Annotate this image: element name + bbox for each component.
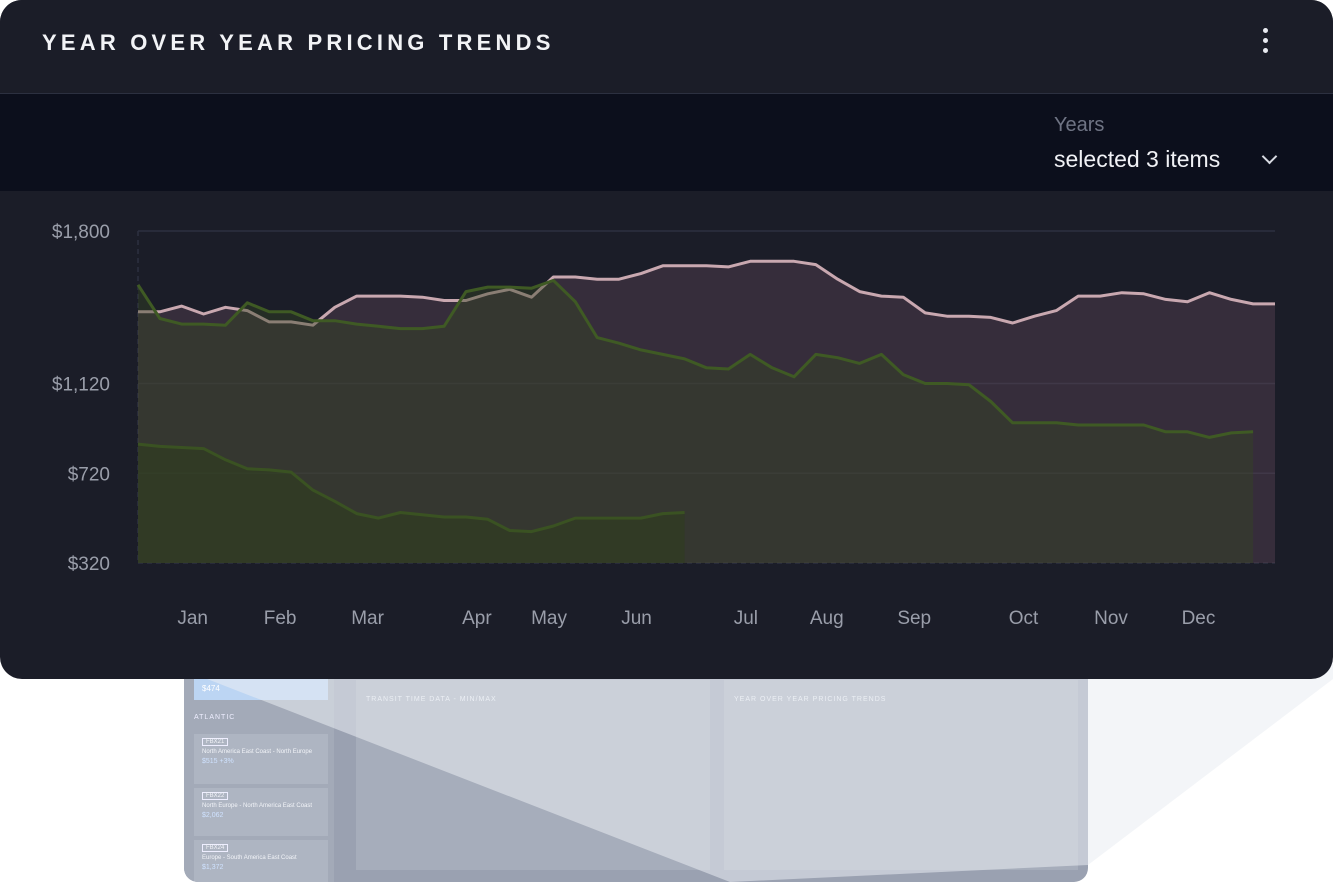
series-line (138, 259, 1275, 327)
series-line (137, 442, 685, 534)
background-transit-panel: TRANSIT TIME DATA - MIN/MAX (356, 680, 710, 870)
route-value: $2,062 (202, 812, 224, 819)
card-header: YEAR OVER YEAR PRICING TRENDS (0, 0, 1333, 94)
pricing-chart: $1,800 $1,120 $720 $320 Jan Feb Mar Apr May Jun Ju… (52, 222, 1275, 629)
x-tick-label: Oct (1009, 608, 1039, 629)
series-area (138, 444, 685, 563)
y-tick-label: $720 (68, 464, 110, 485)
background-pricing-panel: YEAR OVER YEAR PRICING TRENDS (724, 680, 1078, 870)
filter-bar: Years selected 3 items (0, 94, 1333, 191)
x-tick-label: Mar (351, 608, 384, 629)
years-label: Years (1054, 114, 1105, 136)
pricing-trends-card: YEAR OVER YEAR PRICING TRENDS Years sele… (0, 0, 1333, 679)
background-sidebar: $474 ATLANTIC FBX21 North America East C… (184, 650, 334, 882)
panel-title: YEAR OVER YEAR PRICING TRENDS (734, 696, 887, 703)
x-tick-label: Jun (621, 608, 652, 629)
route-tag: FBX22 (202, 792, 229, 800)
route-name: North America East Coast - North Europe (202, 749, 313, 755)
years-select[interactable]: selected 3 items (1054, 146, 1284, 178)
y-tick-label: $1,800 (52, 222, 110, 243)
x-tick-label: Nov (1094, 608, 1128, 629)
years-select-value: selected 3 items (1054, 146, 1221, 172)
series-line (136, 278, 1254, 439)
x-tick-label: Jan (177, 608, 208, 629)
x-tick-label: Aug (810, 608, 844, 629)
chevron-down-icon[interactable] (1261, 148, 1278, 165)
x-tick-label: May (531, 608, 567, 629)
route-value: $1,372 (202, 864, 224, 871)
kebab-menu-icon[interactable] (1254, 26, 1276, 60)
x-tick-label: Feb (264, 608, 297, 629)
x-tick-label: Sep (897, 608, 931, 629)
route-name: Europe - South America East Coast (202, 855, 297, 861)
route-card[interactable]: FBX22 North Europe - North America East … (194, 788, 328, 836)
route-tag: FBX21 (202, 738, 229, 746)
series-area (138, 280, 1254, 563)
route-name: North Europe - North America East Coast (202, 803, 313, 809)
route-value: $515 +3% (202, 758, 234, 765)
card-title: YEAR OVER YEAR PRICING TRENDS (42, 30, 555, 55)
route-card[interactable]: FBX21 North America East Coast - North E… (194, 734, 328, 784)
background-dashboard: $474 ATLANTIC FBX21 North America East C… (184, 650, 1088, 882)
y-tick-label: $1,120 (52, 375, 110, 396)
route-tag: FBX24 (202, 844, 229, 852)
series-area (138, 261, 1275, 563)
x-tick-label: Dec (1182, 608, 1216, 629)
panel-title: TRANSIT TIME DATA - MIN/MAX (366, 696, 497, 703)
sidebar-selected-value[interactable]: $474 (194, 678, 328, 700)
route-card[interactable]: FBX24 Europe - South America East Coast … (194, 840, 328, 882)
x-tick-label: Apr (462, 608, 492, 629)
x-tick-label: Jul (734, 608, 758, 629)
y-tick-label: $320 (68, 554, 110, 575)
sidebar-group-label: ATLANTIC (194, 714, 236, 721)
